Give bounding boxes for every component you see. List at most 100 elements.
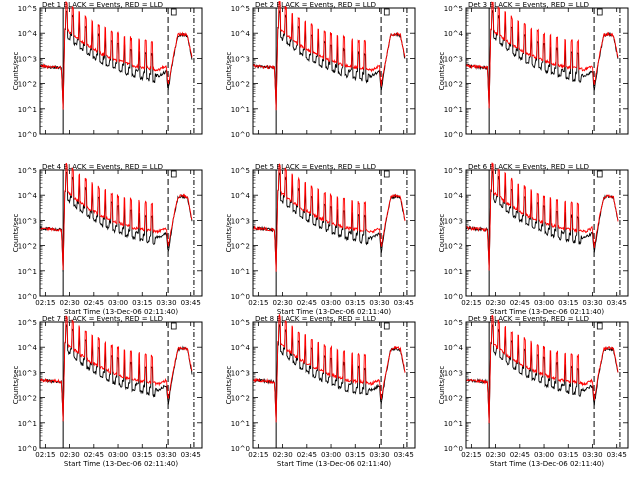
panel-title: Det 8 BLACK = Events, RED = LLD (255, 315, 376, 323)
series-lld-line (466, 1, 619, 109)
y-tick-label: 10^1 (231, 420, 250, 428)
y-tick-label: 10^4 (231, 344, 251, 352)
y-tick-label: 10^4 (444, 30, 464, 38)
y-axis-label: Counts/sec (225, 214, 233, 253)
x-tick-label: 03:15 (132, 299, 152, 307)
y-tick-label: 10^1 (231, 106, 250, 114)
panel-title: Det 2 BLACK = Events, RED = LLD (255, 1, 376, 9)
y-tick-label: 10^4 (444, 344, 464, 352)
y-tick-label: 10^5 (231, 167, 250, 175)
marker-box (383, 170, 390, 178)
y-axis-label: Counts/sec (438, 366, 446, 405)
series-lld-line (253, 0, 406, 111)
y-tick-label: 10^4 (444, 192, 464, 200)
y-tick-label: 10^3 (18, 217, 37, 225)
panel-title: Det 3 BLACK = Events, RED = LLD (468, 1, 589, 9)
y-tick-label: 10^3 (231, 55, 250, 63)
panel-6: 02:15 02:30 02:45 03:00 03:15 03:30 03:45 10^0 1… (438, 162, 629, 316)
x-tick-label: 02:45 (510, 451, 530, 459)
y-tick-label: 10^5 (18, 167, 37, 175)
y-tick-label: 10^2 (18, 243, 37, 251)
x-tick-label: 03:00 (534, 451, 554, 459)
y-tick-label: 10^3 (444, 369, 463, 377)
x-tick-label: 02:45 (297, 299, 317, 307)
panel-title: Det 7 BLACK = Events, RED = LLD (42, 315, 163, 323)
x-tick-label: 02:15 (35, 451, 55, 459)
x-tick-label: 03:45 (607, 451, 627, 459)
y-tick-label: 10^1 (444, 106, 463, 114)
x-tick-label: 02:30 (486, 451, 506, 459)
y-tick-label: 10^0 (444, 445, 463, 453)
x-axis-label: Start Time (13-Dec-06 02:11:40) (64, 460, 178, 468)
panel-3: 10^0 10^1 10^2 10^3 10^4 10^5 Counts/sec Det 3 … (438, 1, 629, 139)
y-tick-label: 10^1 (18, 268, 37, 276)
y-tick-label: 10^2 (18, 81, 37, 89)
x-tick-label: 03:00 (108, 451, 128, 459)
panel-2: 10^0 10^1 10^2 10^3 10^4 10^5 Counts/sec Det 2 … (225, 0, 416, 139)
panel-4: 02:15 02:30 02:45 03:00 03:15 03:30 03:45 10^0 1… (12, 162, 203, 316)
marker-box (596, 170, 603, 178)
y-tick-label: 10^0 (231, 131, 250, 139)
y-axis-label: Counts/sec (12, 366, 20, 405)
marker-box (383, 8, 390, 16)
y-tick-label: 10^5 (18, 319, 37, 327)
x-tick-label: 03:45 (181, 451, 201, 459)
y-axis-label: Counts/sec (12, 52, 20, 91)
series-lld-line (253, 163, 406, 272)
x-tick-label: 02:45 (297, 451, 317, 459)
y-tick-label: 10^3 (444, 55, 463, 63)
x-tick-label: 03:45 (181, 299, 201, 307)
x-tick-label: 03:30 (582, 451, 602, 459)
y-tick-label: 10^1 (231, 268, 250, 276)
y-tick-label: 10^1 (18, 420, 37, 428)
x-tick-label: 02:30 (60, 451, 80, 459)
x-tick-label: 03:15 (345, 299, 365, 307)
panel-title: Det 1 BLACK = Events, RED = LLD (42, 1, 163, 9)
y-tick-label: 10^2 (444, 395, 463, 403)
x-tick-label: 02:30 (486, 299, 506, 307)
panel-frame (39, 321, 203, 449)
x-tick-label: 03:45 (394, 451, 414, 459)
y-tick-label: 10^3 (444, 217, 463, 225)
y-axis-label: Counts/sec (12, 214, 20, 253)
y-axis-label: Counts/sec (438, 214, 446, 253)
marker-box (170, 322, 177, 330)
x-tick-label: 02:30 (60, 299, 80, 307)
y-tick-label: 10^1 (444, 420, 463, 428)
y-tick-label: 10^0 (18, 445, 37, 453)
marker-box (170, 170, 177, 178)
panel-title: Det 4 BLACK = Events, RED = LLD (42, 163, 163, 171)
marker-box (596, 322, 603, 330)
x-tick-label: 02:45 (84, 451, 104, 459)
y-tick-label: 10^3 (231, 369, 250, 377)
y-tick-label: 10^4 (18, 30, 38, 38)
y-tick-label: 10^5 (444, 167, 463, 175)
x-tick-label: 02:45 (84, 299, 104, 307)
panel-frame (252, 321, 416, 449)
y-tick-label: 10^2 (444, 243, 463, 251)
x-tick-label: 02:15 (248, 451, 268, 459)
y-tick-label: 10^2 (231, 243, 250, 251)
panel-frame (39, 169, 203, 297)
series-lld-line (466, 315, 619, 424)
panel-8: 02:15 02:30 02:45 03:00 03:15 03:30 03:45 10^0 1… (225, 313, 416, 468)
y-tick-label: 10^0 (444, 131, 463, 139)
x-tick-label: 03:00 (534, 299, 554, 307)
y-tick-label: 10^5 (18, 5, 37, 13)
panel-frame (252, 169, 416, 297)
panel-9: 02:15 02:30 02:45 03:00 03:15 03:30 03:45 10^0 1… (438, 315, 629, 468)
panel-title: Det 9 BLACK = Events, RED = LLD (468, 315, 589, 323)
panel-frame (252, 7, 416, 135)
y-tick-label: 10^1 (444, 268, 463, 276)
x-tick-label: 03:30 (369, 299, 389, 307)
x-tick-label: 03:15 (132, 451, 152, 459)
panel-title: Det 6 BLACK = Events, RED = LLD (468, 163, 589, 171)
x-tick-label: 03:30 (582, 299, 602, 307)
x-tick-label: 03:45 (607, 299, 627, 307)
y-tick-label: 10^2 (18, 395, 37, 403)
x-tick-label: 03:30 (156, 451, 176, 459)
x-axis-label: Start Time (13-Dec-06 02:11:40) (277, 308, 391, 316)
panel-title: Det 5 BLACK = Events, RED = LLD (255, 163, 376, 171)
panel-frame (465, 169, 629, 297)
x-tick-label: 03:15 (558, 299, 578, 307)
